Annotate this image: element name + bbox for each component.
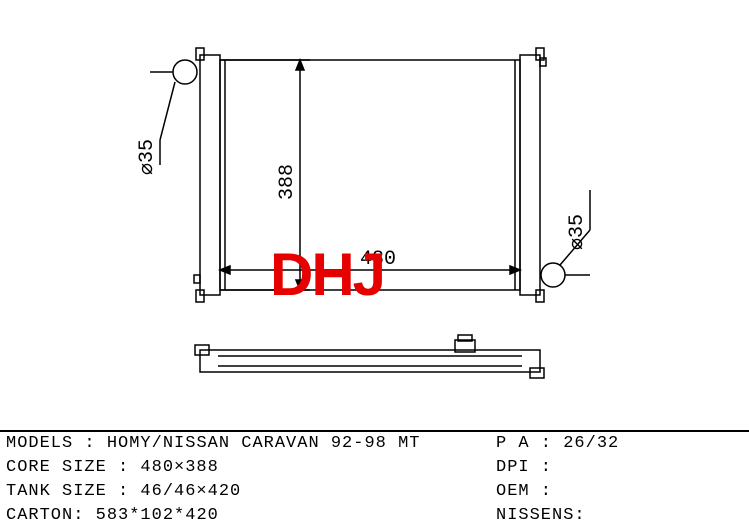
carton-label: CARTON: [6, 506, 84, 525]
technical-drawing: 388 480 ⌀35 ⌀35 DHJ [0, 0, 749, 420]
nissens-label: NISSENS: [496, 506, 586, 525]
spec-row-tank: TANK SIZE : 46/46×420 OEM : [0, 480, 749, 504]
spec-row-models: MODELS : HOMY/NISSAN CARAVAN 92-98 MT P … [0, 432, 749, 456]
tank-value: 46/46×420 [129, 482, 241, 501]
tank-label: TANK SIZE : [6, 482, 129, 501]
spec-row-carton: CARTON: 583*102*420 NISSENS: [0, 504, 749, 528]
pa-value: 26/32 [552, 434, 619, 453]
dim-right-dia: ⌀35 [566, 214, 589, 250]
radiator-diagram: 388 480 ⌀35 ⌀35 [0, 0, 749, 420]
core-label: CORE SIZE : [6, 458, 129, 477]
oem-label: OEM : [496, 482, 552, 501]
spec-row-core: CORE SIZE : 480×388 DPI : [0, 456, 749, 480]
specification-table: MODELS : HOMY/NISSAN CARAVAN 92-98 MT P … [0, 430, 749, 529]
models-label: MODELS : [6, 434, 96, 453]
dpi-label: DPI : [496, 458, 552, 477]
core-value: 480×388 [129, 458, 219, 477]
watermark-text: DHJ [270, 240, 384, 309]
dim-left-dia: ⌀35 [136, 139, 159, 175]
models-value: HOMY/NISSAN CARAVAN 92-98 MT [96, 434, 421, 453]
dim-height: 388 [276, 164, 299, 200]
pa-label: P A : [496, 434, 552, 453]
carton-value: 583*102*420 [84, 506, 218, 525]
